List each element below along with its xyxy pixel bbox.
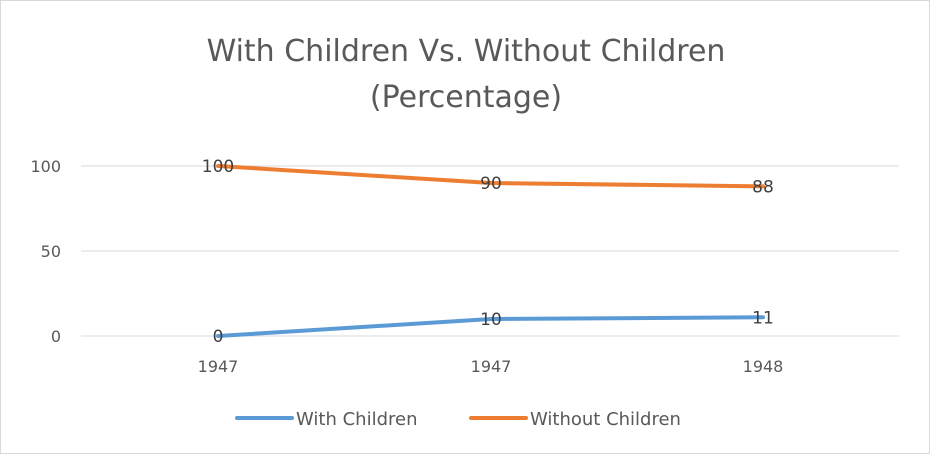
data-label: 90 — [480, 174, 502, 194]
x-tick-label: 1947 — [471, 357, 512, 376]
data-label: 100 — [202, 157, 234, 177]
data-label: 0 — [213, 327, 224, 347]
data-label: 10 — [480, 310, 502, 330]
y-tick-label: 100 — [30, 157, 61, 176]
y-tick-label: 0 — [51, 327, 61, 346]
x-tick-label: 1948 — [743, 357, 784, 376]
x-tick-label: 1947 — [198, 357, 239, 376]
data-label: 11 — [752, 308, 774, 328]
y-tick-label: 50 — [41, 242, 61, 261]
legend-label: With Children — [296, 409, 417, 430]
legend-label: Without Children — [530, 409, 681, 430]
data-label: 88 — [752, 177, 774, 197]
